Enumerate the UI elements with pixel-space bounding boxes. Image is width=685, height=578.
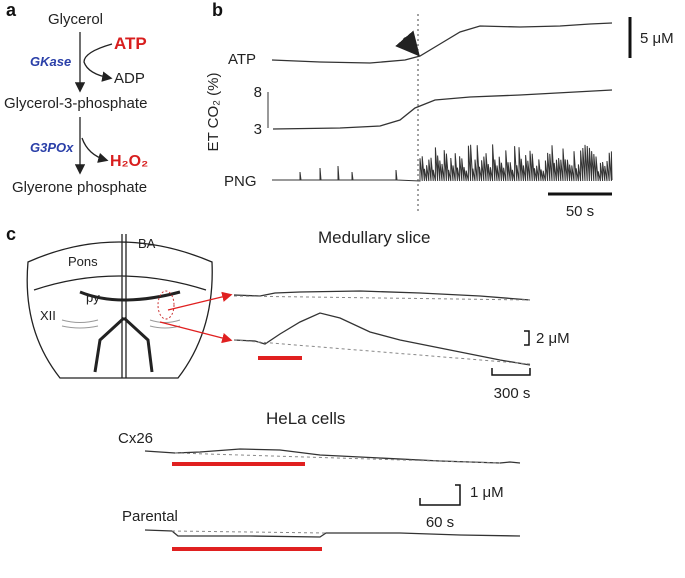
scale-bar — [491, 368, 531, 376]
panel-a: a Glycerol ATP GKase ADP Glycerol-3-phos… — [4, 0, 148, 196]
scale-label: 1 μM — [470, 484, 504, 501]
scale-label: 5 μM — [640, 30, 674, 47]
section-title: Medullary slice — [318, 228, 430, 247]
metabolite: Glycerol — [48, 11, 103, 28]
enzyme: GKase — [30, 54, 71, 69]
scale-label: 300 s — [494, 385, 531, 402]
section-title: HeLa cells — [266, 409, 345, 428]
trace-label: ATP — [228, 51, 256, 68]
baseline — [233, 339, 531, 365]
metabolite: ATP — [114, 34, 147, 53]
metabolite: H₂O₂ — [110, 153, 148, 170]
metabolite: Glyerone phosphate — [12, 179, 147, 196]
slice-structure — [33, 234, 207, 378]
xii-nucleus — [61, 319, 181, 329]
trace — [233, 312, 531, 366]
baseline — [233, 295, 531, 301]
etco2-trace — [272, 89, 613, 130]
recording-site — [157, 290, 175, 320]
arrow — [159, 321, 233, 344]
region-label: BA — [138, 236, 156, 251]
scale-label: 50 s — [566, 203, 594, 220]
panel-label: a — [6, 0, 17, 20]
enzyme: G3POx — [30, 140, 74, 155]
trace — [233, 290, 531, 301]
atp-trace — [271, 22, 613, 64]
metabolite: ADP — [114, 70, 145, 87]
baseline — [174, 452, 501, 464]
panel-c: c Pons BA py XII Medullary slice 2 μM 30… — [6, 224, 570, 551]
slice-structure — [79, 290, 181, 373]
arrow — [167, 291, 233, 311]
region-label: Pons — [68, 254, 98, 269]
png-trace — [272, 144, 613, 182]
tick-label: 3 — [254, 121, 262, 138]
trace-label: Parental — [122, 508, 178, 525]
trace-label: PNG — [224, 173, 257, 190]
tick-label: 8 — [254, 84, 262, 101]
arrow — [395, 30, 420, 57]
slice-outline — [26, 241, 213, 379]
arrow — [83, 43, 113, 82]
scale-bar — [419, 484, 461, 506]
panel-label: b — [212, 0, 223, 20]
baseline — [171, 530, 327, 534]
region-label: XII — [40, 308, 56, 323]
metabolite: Glycerol-3-phosphate — [4, 95, 147, 112]
scale-label: 60 s — [426, 514, 454, 531]
panel-b: b ATP 5 μM ET CO₂ (%) 8 3 PNG 50 s — [205, 0, 674, 220]
scale-label: 2 μM — [536, 330, 570, 347]
panel-label: c — [6, 224, 16, 244]
trace-label: ET CO₂ (%) — [205, 73, 222, 152]
trace-label: Cx26 — [118, 430, 153, 447]
arrow — [81, 137, 109, 163]
region-label: py — [86, 290, 100, 305]
trace — [144, 529, 521, 538]
trace — [144, 448, 521, 464]
scale-bar — [524, 330, 530, 346]
